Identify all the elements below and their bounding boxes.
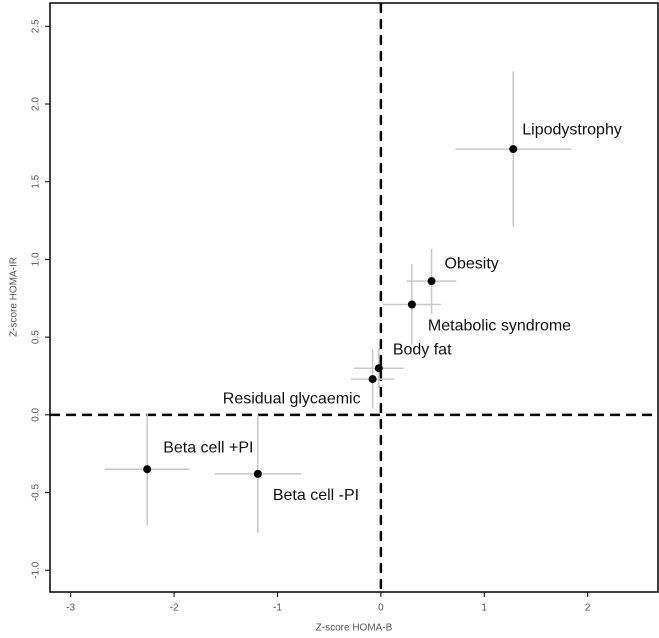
point: [368, 375, 377, 384]
point-label: Beta cell -PI: [273, 487, 359, 504]
point-label: Beta cell +PI: [163, 439, 253, 456]
point-label: Residual glycaemic: [223, 390, 361, 407]
y-axis-label: Z-score HOMA-IR: [9, 257, 20, 337]
point: [143, 465, 152, 474]
x-tick-label: 0: [378, 603, 384, 614]
y-tick-label: 1.0: [31, 252, 42, 266]
point: [407, 300, 416, 309]
point-label: Obesity: [445, 255, 499, 272]
point: [374, 364, 383, 373]
y-tick-label: 0.5: [31, 330, 42, 344]
x-axis-label: Z-score HOMA-B: [316, 623, 393, 634]
x-tick-label: -3: [66, 603, 75, 614]
x-tick-label: 2: [585, 603, 591, 614]
y-tick-label: 0.0: [31, 407, 42, 421]
x-tick-label: -1: [273, 603, 282, 614]
plot-frame: [49, 2, 659, 593]
point: [509, 145, 518, 154]
point-label: Lipodystrophy: [522, 121, 622, 138]
point: [427, 277, 436, 286]
y-tick-label: -0.5: [31, 483, 42, 501]
y-tick-label: 2.5: [31, 19, 42, 33]
y-tick-label: 1.5: [31, 174, 42, 188]
y-tick-label: -1.0: [31, 561, 42, 579]
x-tick-label: -2: [170, 603, 179, 614]
y-tick-label: 2.0: [31, 97, 42, 111]
x-tick-label: 1: [482, 603, 488, 614]
point-label: Body fat: [393, 341, 452, 358]
point-label: Metabolic syndrome: [428, 318, 571, 335]
point: [253, 469, 262, 478]
